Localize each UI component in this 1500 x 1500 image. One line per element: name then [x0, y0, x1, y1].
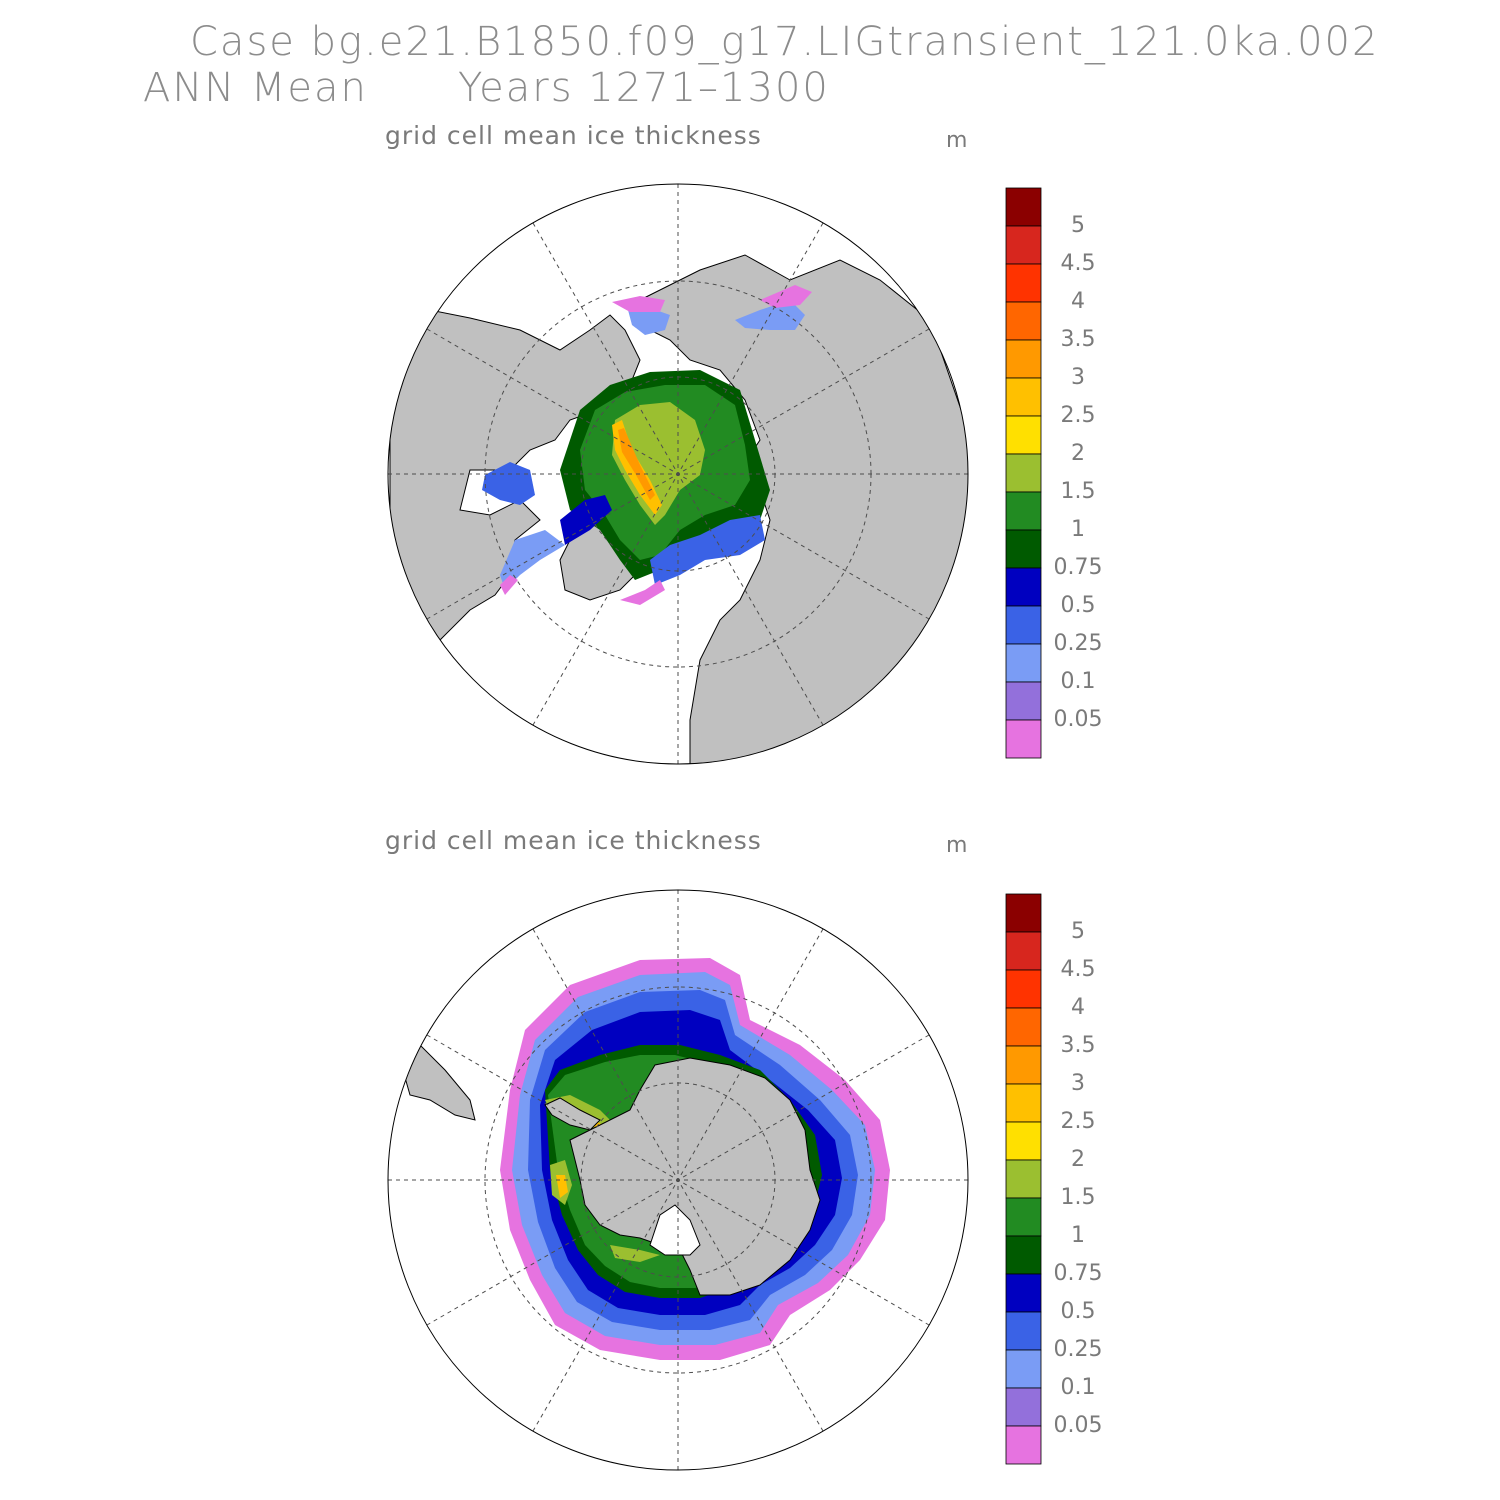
- colorbar-south-swatch: [1005, 1235, 1042, 1275]
- ice-hudson-bay: [482, 462, 535, 505]
- colorbar-south-swatch: [1005, 1007, 1042, 1047]
- colorbar-north-swatch: [1005, 491, 1042, 531]
- colorbar-north-swatch: [1005, 415, 1042, 455]
- colorbar-north-swatch: [1005, 263, 1042, 303]
- south-panel-title: grid cell mean ice thickness: [385, 826, 762, 855]
- colorbar-south-label: 2: [1071, 1147, 1085, 1172]
- colorbar-south-label: 2.5: [1060, 1109, 1096, 1134]
- colorbar-south-label: 4.5: [1060, 957, 1096, 982]
- colorbar-south-swatch: [1005, 1121, 1042, 1161]
- colorbar-north-label: 2.5: [1060, 403, 1096, 428]
- land-south-america: [399, 1044, 476, 1121]
- north-panel-title: grid cell mean ice thickness: [385, 121, 762, 150]
- ice-baffin: [560, 495, 612, 545]
- colorbar-north-label: 4: [1071, 289, 1085, 314]
- colorbar-south-swatch: [1005, 1311, 1042, 1351]
- colorbar-south-label: 0.05: [1053, 1413, 1103, 1438]
- ice-labrador-edge: [500, 575, 518, 595]
- colorbar-north: [1005, 187, 1042, 759]
- colorbar-north-label: 1.5: [1060, 479, 1096, 504]
- north-polar-map: [388, 184, 968, 764]
- ice-south-25-ross: [556, 1175, 568, 1198]
- ice-bering-edge: [612, 296, 665, 312]
- colorbar-south-label: 0.5: [1060, 1299, 1096, 1324]
- colorbar-north-label: 3: [1071, 365, 1085, 390]
- ice-bering: [628, 308, 670, 335]
- colorbar-south-label: 0.1: [1060, 1375, 1096, 1400]
- ice-15-2: [612, 402, 705, 525]
- ice-okhotsk-edge: [760, 285, 812, 308]
- colorbar-south-swatch: [1005, 1387, 1042, 1427]
- colorbar-south-swatch: [1005, 1083, 1042, 1123]
- south-panel-unit: m: [946, 833, 968, 858]
- colorbar-north-swatch: [1005, 567, 1042, 607]
- colorbar-north-label: 5: [1071, 213, 1085, 238]
- colorbar-south-swatch: [1005, 969, 1042, 1009]
- colorbar-north-label: 0.1: [1060, 669, 1096, 694]
- ice-east-greenland-edge: [620, 580, 665, 605]
- colorbar-south-swatch: [1005, 931, 1042, 971]
- colorbar-south-swatch: [1005, 1425, 1042, 1465]
- colorbar-north-swatch: [1005, 225, 1042, 265]
- colorbar-south-swatch: [1005, 1349, 1042, 1389]
- colorbar-south-label: 3: [1071, 1071, 1085, 1096]
- colorbar-north-swatch: [1005, 339, 1042, 379]
- ross-ice-shelf: [649, 1204, 701, 1256]
- colorbar-south-label: 1: [1071, 1223, 1085, 1248]
- ice-east-greenland: [650, 515, 765, 585]
- colorbar-north-label: 2: [1071, 441, 1085, 466]
- colorbar-north-swatch: [1005, 529, 1042, 569]
- colorbar-south-swatch: [1005, 893, 1042, 933]
- colorbar-south-swatch: [1005, 1197, 1042, 1237]
- south-polar-map: [388, 890, 968, 1470]
- colorbar-south-label: 0.75: [1053, 1261, 1103, 1286]
- colorbar-north-swatch: [1005, 681, 1042, 721]
- colorbar-north-swatch: [1005, 301, 1042, 341]
- colorbar-north-label: 0.25: [1053, 631, 1103, 656]
- colorbar-north-swatch: [1005, 453, 1042, 493]
- ice-labrador: [500, 530, 565, 590]
- colorbar-north-label: 0.75: [1053, 555, 1103, 580]
- colorbar-south-swatch: [1005, 1045, 1042, 1085]
- colorbar-north-swatch: [1005, 187, 1042, 227]
- colorbar-north-label: 0.05: [1053, 707, 1103, 732]
- ice-south-15-amundsen: [610, 1245, 660, 1262]
- colorbar-north-label: 1: [1071, 517, 1085, 542]
- mean-label: ANN Mean: [143, 65, 368, 111]
- colorbar-south-label: 5: [1071, 919, 1085, 944]
- colorbar-north-swatch: [1005, 643, 1042, 683]
- north-panel-unit: m: [946, 128, 968, 153]
- colorbar-south-label: 1.5: [1060, 1185, 1096, 1210]
- colorbar-south-swatch: [1005, 1159, 1042, 1199]
- ice-3-35: [618, 428, 655, 500]
- colorbar-north-label: 4.5: [1060, 251, 1096, 276]
- colorbar-north-label: 3.5: [1060, 327, 1096, 352]
- colorbar-south-label: 0.25: [1053, 1337, 1103, 1362]
- colorbar-north-swatch: [1005, 605, 1042, 645]
- years-label: Years 1271–1300: [458, 65, 830, 111]
- colorbar-south: [1005, 893, 1042, 1465]
- colorbar-south-label: 4: [1071, 995, 1085, 1020]
- case-title: Case bg.e21.B1850.f09_g17.LIGtransient_1…: [190, 19, 1380, 65]
- colorbar-south-swatch: [1005, 1273, 1042, 1313]
- colorbar-north-swatch: [1005, 719, 1042, 759]
- land-antarctic-peninsula: [544, 1097, 601, 1131]
- colorbar-north-swatch: [1005, 377, 1042, 417]
- colorbar-south-label: 3.5: [1060, 1033, 1096, 1058]
- colorbar-north-label: 0.5: [1060, 593, 1096, 618]
- land-north-america: [389, 309, 641, 651]
